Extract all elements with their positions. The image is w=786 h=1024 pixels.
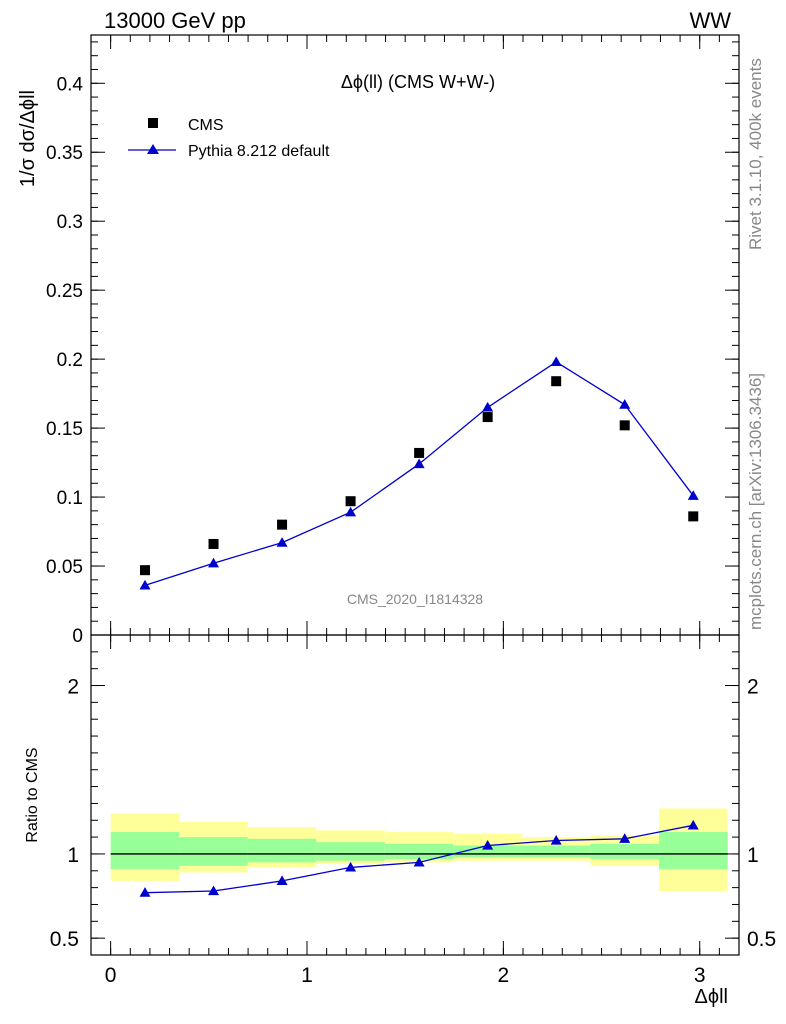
- cms-point: [208, 538, 219, 549]
- pythia-point: [687, 490, 699, 500]
- uncertainty-band-green: [247, 838, 317, 863]
- legend-cms-marker: [148, 118, 158, 128]
- uncertainty-band-green: [659, 832, 728, 870]
- ratio-pythia-point: [345, 861, 357, 872]
- y-tick-label: 0.15: [46, 419, 83, 440]
- x-tick-label: 0: [105, 964, 117, 987]
- x-tick-label: 2: [498, 964, 510, 987]
- pythia-point: [345, 506, 357, 517]
- pythia-point: [276, 537, 288, 547]
- ratio-pythia-point: [413, 856, 425, 867]
- pythia-point: [482, 401, 494, 412]
- legend-pythia-label: Pythia 8.212 default: [188, 143, 330, 160]
- pythia-point: [139, 579, 151, 590]
- uncertainty-band-green: [110, 832, 180, 870]
- legend-cms-label: CMS: [188, 117, 224, 134]
- x-tick-label: 3: [694, 964, 706, 987]
- ratio-pythia-point: [139, 887, 151, 897]
- y-tick-label: 0.4: [57, 74, 84, 95]
- pythia-point: [413, 458, 425, 469]
- y-tick-label: 0.05: [46, 557, 83, 578]
- ratio-y-tick-label: 0.5: [50, 928, 79, 951]
- pythia-point: [550, 356, 562, 367]
- header-left: 13000 GeV pp: [104, 8, 246, 33]
- uncertainty-band-green: [453, 845, 522, 858]
- header-right: WW: [689, 8, 731, 33]
- uncertainty-band-green: [521, 845, 591, 858]
- ratio-y-tick-label: 2: [67, 676, 79, 699]
- cms-point: [277, 519, 288, 530]
- y-tick-label: 0.1: [57, 488, 83, 509]
- ratio-pythia-point: [687, 819, 699, 830]
- ratio-ylabel: Ratio to CMS: [24, 747, 41, 842]
- y-tick-label: 0: [72, 626, 83, 647]
- ratio-y-tick-label-right: 2: [747, 676, 759, 699]
- watermark: CMS_2020_I1814328: [347, 591, 483, 607]
- y-tick-label: 0.2: [57, 350, 83, 371]
- uncertainty-band-green: [316, 842, 385, 861]
- mcplots-label: mcplots.cern.ch [arXiv:1306.3436]: [746, 373, 765, 630]
- legend: CMS Pythia 8.212 default: [128, 117, 330, 160]
- cms-point: [345, 496, 356, 507]
- x-tick-label: 1: [301, 964, 313, 987]
- uncertainty-band-green: [179, 837, 248, 866]
- ratio-pythia-point: [550, 834, 562, 845]
- uncertainty-band-green: [590, 843, 660, 859]
- ratio-y-tick-label-right: 0.5: [747, 928, 776, 951]
- ratio-pythia-point: [208, 885, 220, 896]
- cms-point: [140, 565, 150, 576]
- uncertainty-band-green: [384, 843, 454, 859]
- main-title: Δϕ(ll) (CMS W+W-): [341, 72, 495, 92]
- ratio-pythia-point: [482, 840, 494, 850]
- ratio-y-tick-label: 1: [67, 844, 79, 867]
- ratio-frame: [90, 634, 740, 956]
- main-panel: 0 0.05 0.1 0.15 0.2 0.25 0.3 0.35 0.4 Δϕ(ll) (CM…: [17, 34, 740, 647]
- y-tick-label: 0.25: [46, 281, 83, 302]
- x-axis-label: Δϕll: [695, 986, 728, 1008]
- cms-point: [619, 420, 630, 431]
- legend-pythia-marker: [147, 144, 159, 154]
- rivet-label: Rivet 3.1.10, 400k events: [746, 58, 765, 250]
- pythia-point: [619, 399, 631, 409]
- y-tick-label: 0.3: [57, 212, 83, 233]
- ratio-y-tick-label-right: 1: [747, 844, 759, 867]
- cms-point: [551, 376, 562, 387]
- cms-point: [414, 447, 425, 458]
- ratio-panel: 0.5 0.5 1 1 2 2 0 1 2 3 Ratio to CMS Δϕll: [24, 634, 776, 1008]
- ratio-pythia-point: [276, 875, 288, 886]
- cms-point: [688, 511, 699, 522]
- main-ylabel: 1/σ dσ/Δϕll: [17, 90, 39, 187]
- y-tick-label: 0.35: [46, 143, 83, 164]
- ratio-pythia-point: [619, 833, 631, 843]
- pythia-line: [144, 361, 694, 586]
- cms-point: [482, 412, 493, 423]
- pythia-point: [208, 557, 220, 568]
